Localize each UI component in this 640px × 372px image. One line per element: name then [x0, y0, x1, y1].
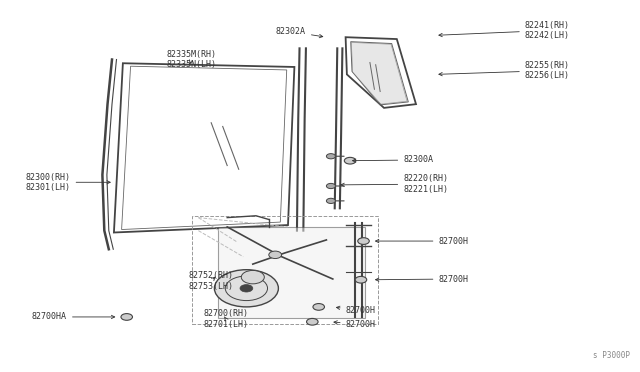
- Circle shape: [326, 198, 335, 203]
- Text: 82300A: 82300A: [353, 155, 433, 164]
- Circle shape: [344, 157, 356, 164]
- Text: 82700H: 82700H: [334, 320, 376, 329]
- Text: 82700H: 82700H: [337, 306, 376, 315]
- Text: 82335M(RH)
82335N(LH): 82335M(RH) 82335N(LH): [166, 50, 216, 69]
- Text: 82752(RH)
82753(LH): 82752(RH) 82753(LH): [189, 271, 234, 291]
- Circle shape: [326, 183, 335, 189]
- Text: 82302A: 82302A: [276, 27, 323, 38]
- Circle shape: [355, 276, 367, 283]
- Polygon shape: [218, 227, 365, 318]
- Bar: [192, 216, 378, 324]
- Text: 82241(RH)
82242(LH): 82241(RH) 82242(LH): [439, 21, 570, 40]
- Circle shape: [214, 270, 278, 307]
- Text: s P3000P: s P3000P: [593, 351, 630, 360]
- Text: 82220(RH)
82221(LH): 82220(RH) 82221(LH): [341, 174, 448, 194]
- Circle shape: [121, 314, 132, 320]
- Polygon shape: [351, 42, 407, 104]
- Circle shape: [358, 238, 369, 244]
- Text: 82700HA: 82700HA: [32, 312, 115, 321]
- Circle shape: [240, 285, 253, 292]
- Circle shape: [307, 318, 318, 325]
- Text: 82700(RH)
82701(LH): 82700(RH) 82701(LH): [204, 310, 248, 329]
- Text: 82255(RH)
82256(LH): 82255(RH) 82256(LH): [439, 61, 570, 80]
- Circle shape: [326, 154, 335, 159]
- Circle shape: [313, 304, 324, 310]
- Text: 82700H: 82700H: [376, 237, 468, 246]
- Text: 82300(RH)
82301(LH): 82300(RH) 82301(LH): [26, 173, 110, 192]
- Text: 82700H: 82700H: [376, 275, 468, 283]
- Circle shape: [241, 270, 264, 284]
- Circle shape: [269, 251, 282, 259]
